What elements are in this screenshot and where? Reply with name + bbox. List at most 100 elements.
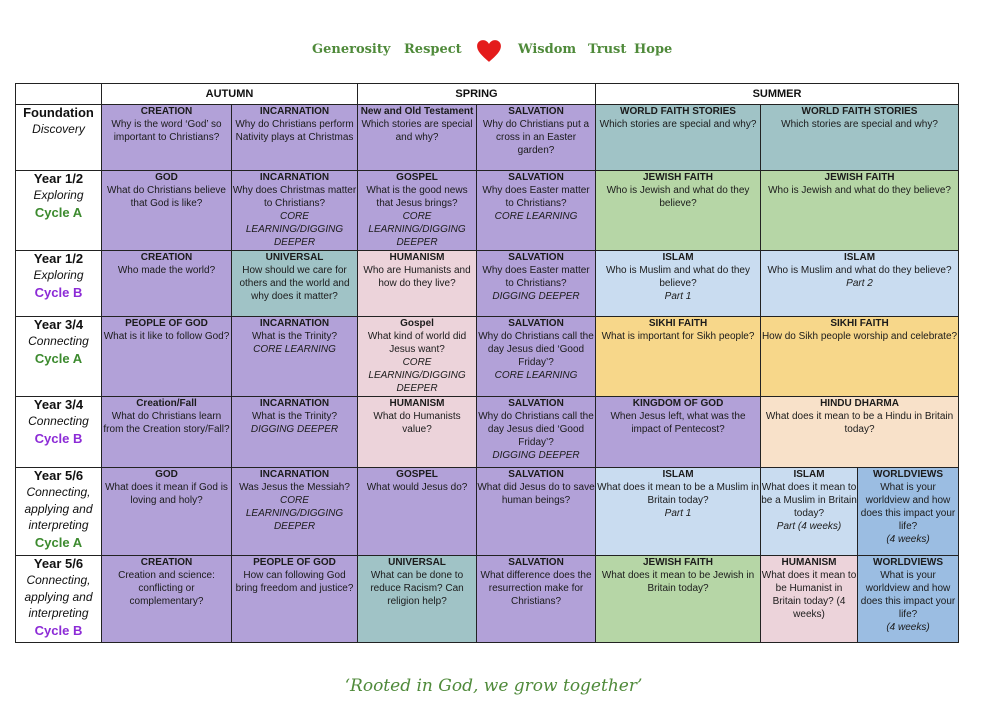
unit-question: How do Sikh people worship and celebrate… <box>761 331 958 342</box>
unit-cell: INCARNATION Why does Christmas matter to … <box>230 170 359 251</box>
group-label: Connecting, applying and interpreting <box>24 485 93 532</box>
heart-icon <box>477 40 501 62</box>
unit-title: Creation/Fall <box>136 398 197 409</box>
unit-cell: GOD What does it mean if God is loving an… <box>101 467 232 556</box>
unit-question: What does it mean to be Humanist in Brit… <box>761 570 857 620</box>
unit-cell: SALVATION Why do Christians call the day … <box>476 316 597 397</box>
unit-cell: SALVATION Why does Easter matter to Chris… <box>476 170 597 251</box>
unit-question: Was Jesus the Messiah? <box>239 482 350 493</box>
year-label: Year 3/4 <box>33 397 84 413</box>
row-label: Year 3/4 Connecting Cycle A <box>15 316 102 397</box>
unit-question: What does it mean to be a Muslim in Brit… <box>597 482 759 506</box>
unit-cell: PEOPLE OF GOD How can following God bring… <box>230 555 359 643</box>
group-label: Connecting <box>28 334 89 348</box>
cycle-label: Cycle B <box>34 430 83 446</box>
unit-cell: WORLDVIEWS What is your worldview and how… <box>857 467 960 556</box>
unit-cell: KINGDOM OF GOD When Jesus left, what was … <box>595 396 762 468</box>
unit-cell: Creation/Fall What do Christians learn fr… <box>101 396 232 468</box>
unit-cell: CREATION Who made the world? <box>101 250 232 317</box>
unit-question: Who are Humanists and how do they live? <box>363 265 471 289</box>
unit-title: GOSPEL <box>396 172 438 183</box>
unit-question: Why does Christmas matter to Christians? <box>232 185 357 209</box>
unit-cell: SALVATION What difference does the resurr… <box>476 555 597 643</box>
unit-title: GOD <box>155 172 178 183</box>
unit-title: INCARNATION <box>259 172 330 183</box>
unit-cell: PEOPLE OF GOD What is it like to follow G… <box>101 316 232 397</box>
unit-cell: SALVATION Why does Easter matter to Chris… <box>476 250 597 317</box>
unit-title: UNIVERSAL <box>388 557 446 568</box>
year-label: Year 1/2 <box>33 171 84 187</box>
row-label: Year 5/6 Connecting, applying and interp… <box>15 555 102 643</box>
unit-title: PEOPLE OF GOD <box>125 318 208 329</box>
cycle-label: Cycle A <box>34 350 83 366</box>
group-label: Exploring <box>33 268 84 282</box>
value-generosity: Generosity <box>312 42 391 57</box>
unit-note: DIGGING DEEPER <box>492 450 580 461</box>
term-header-summer: SUMMER <box>595 83 960 105</box>
unit-cell: HUMANISM What does it mean to be Humanist… <box>760 555 859 643</box>
unit-title: SALVATION <box>508 172 564 183</box>
table-row: Year 5/6 Connecting, applying and interp… <box>15 555 960 643</box>
unit-title: SALVATION <box>508 469 564 480</box>
unit-title: WORLD FAITH STORIES <box>620 106 736 117</box>
unit-title: INCARNATION <box>259 398 330 409</box>
table-row: Year 1/2 Exploring Cycle A GOD What do Ch… <box>15 170 960 251</box>
unit-title: SIKHI FAITH <box>648 318 708 329</box>
school-values-banner: Generosity Respect Wisdom Trust Hope <box>0 40 987 66</box>
unit-question: What would Jesus do? <box>366 482 468 493</box>
unit-question: What kind of world did Jesus want? <box>367 331 467 355</box>
unit-title: GOSPEL <box>396 469 438 480</box>
unit-title: CREATION <box>140 557 193 568</box>
table-row: Year 3/4 Connecting Cycle A PEOPLE OF GO… <box>15 316 960 397</box>
year-label: Year 1/2 <box>33 251 84 267</box>
unit-title: KINGDOM OF GOD <box>632 398 724 409</box>
unit-cell: WORLD FAITH STORIES Which stories are spe… <box>760 104 960 171</box>
unit-title: HUMANISM <box>389 252 445 263</box>
unit-title: JEWISH FAITH <box>824 172 895 183</box>
unit-note: CORE LEARNING <box>494 370 578 381</box>
unit-question: Who is Jewish and what do they believe? <box>606 185 750 209</box>
group-label: Connecting <box>28 414 89 428</box>
value-wisdom: Wisdom <box>518 42 577 57</box>
unit-title: HUMANISM <box>781 557 837 568</box>
unit-cell: SIKHI FAITH How do Sikh people worship an… <box>760 316 960 397</box>
unit-cell: HUMANISM What do Humanists value? <box>357 396 478 468</box>
unit-title: WORLDVIEWS <box>873 469 944 480</box>
unit-title: SALVATION <box>508 398 564 409</box>
unit-question: Who is Jewish and what do they believe? <box>768 185 951 196</box>
year-label: Year 3/4 <box>33 317 84 333</box>
unit-question: What do Humanists value? <box>373 411 461 435</box>
unit-question: What can be done to reduce Racism? Can r… <box>370 570 464 607</box>
unit-cell: ISLAM Who is Muslim and what do they beli… <box>595 250 762 317</box>
unit-note: Part 1 <box>664 508 692 519</box>
unit-question: What is the Trinity? <box>251 411 338 422</box>
unit-question: Why do Christians put a cross in an East… <box>482 119 590 156</box>
unit-cell: JEWISH FAITH What does it mean to be Jewi… <box>595 555 762 643</box>
unit-title: WORLD FAITH STORIES <box>801 106 918 117</box>
unit-question: What do Christians believe that God is l… <box>107 185 226 209</box>
unit-cell: New and Old Testament Which stories are s… <box>357 104 478 171</box>
unit-question: What does it mean to be Jewish in Britai… <box>601 570 755 594</box>
unit-question: Why is the word ‘God’ so important to Ch… <box>111 119 222 143</box>
unit-question: Which stories are special and why? <box>599 119 757 130</box>
unit-title: CREATION <box>140 106 193 117</box>
unit-title: JEWISH FAITH <box>643 172 714 183</box>
term-header-row: AUTUMN SPRING SUMMER <box>15 83 960 105</box>
unit-cell: JEWISH FAITH Who is Jewish and what do th… <box>760 170 960 251</box>
unit-title: HUMANISM <box>389 398 445 409</box>
unit-note: (4 weeks) <box>886 622 930 633</box>
unit-title: WORLDVIEWS <box>873 557 944 568</box>
table-row: Year 5/6 Connecting, applying and interp… <box>15 467 960 556</box>
row-label: Year 3/4 Connecting Cycle B <box>15 396 102 468</box>
unit-question: What is it like to follow God? <box>103 331 230 342</box>
table-row: Foundation Discovery CREATION Why is the … <box>15 104 960 171</box>
unit-question: Why do Christians perform Nativity plays… <box>235 119 354 143</box>
unit-cell: SIKHI FAITH What is important for Sikh pe… <box>595 316 762 397</box>
unit-question: What is the good news that Jesus brings? <box>366 185 468 209</box>
unit-note: DIGGING DEEPER <box>250 424 339 435</box>
table-row: Year 1/2 Exploring Cycle B CREATION Who m… <box>15 250 960 317</box>
unit-title: INCARNATION <box>259 106 330 117</box>
unit-question: What is the Trinity? <box>251 331 338 342</box>
unit-title: ISLAM <box>843 252 876 263</box>
unit-question: What does it mean to be a Hindu in Brita… <box>765 411 954 435</box>
